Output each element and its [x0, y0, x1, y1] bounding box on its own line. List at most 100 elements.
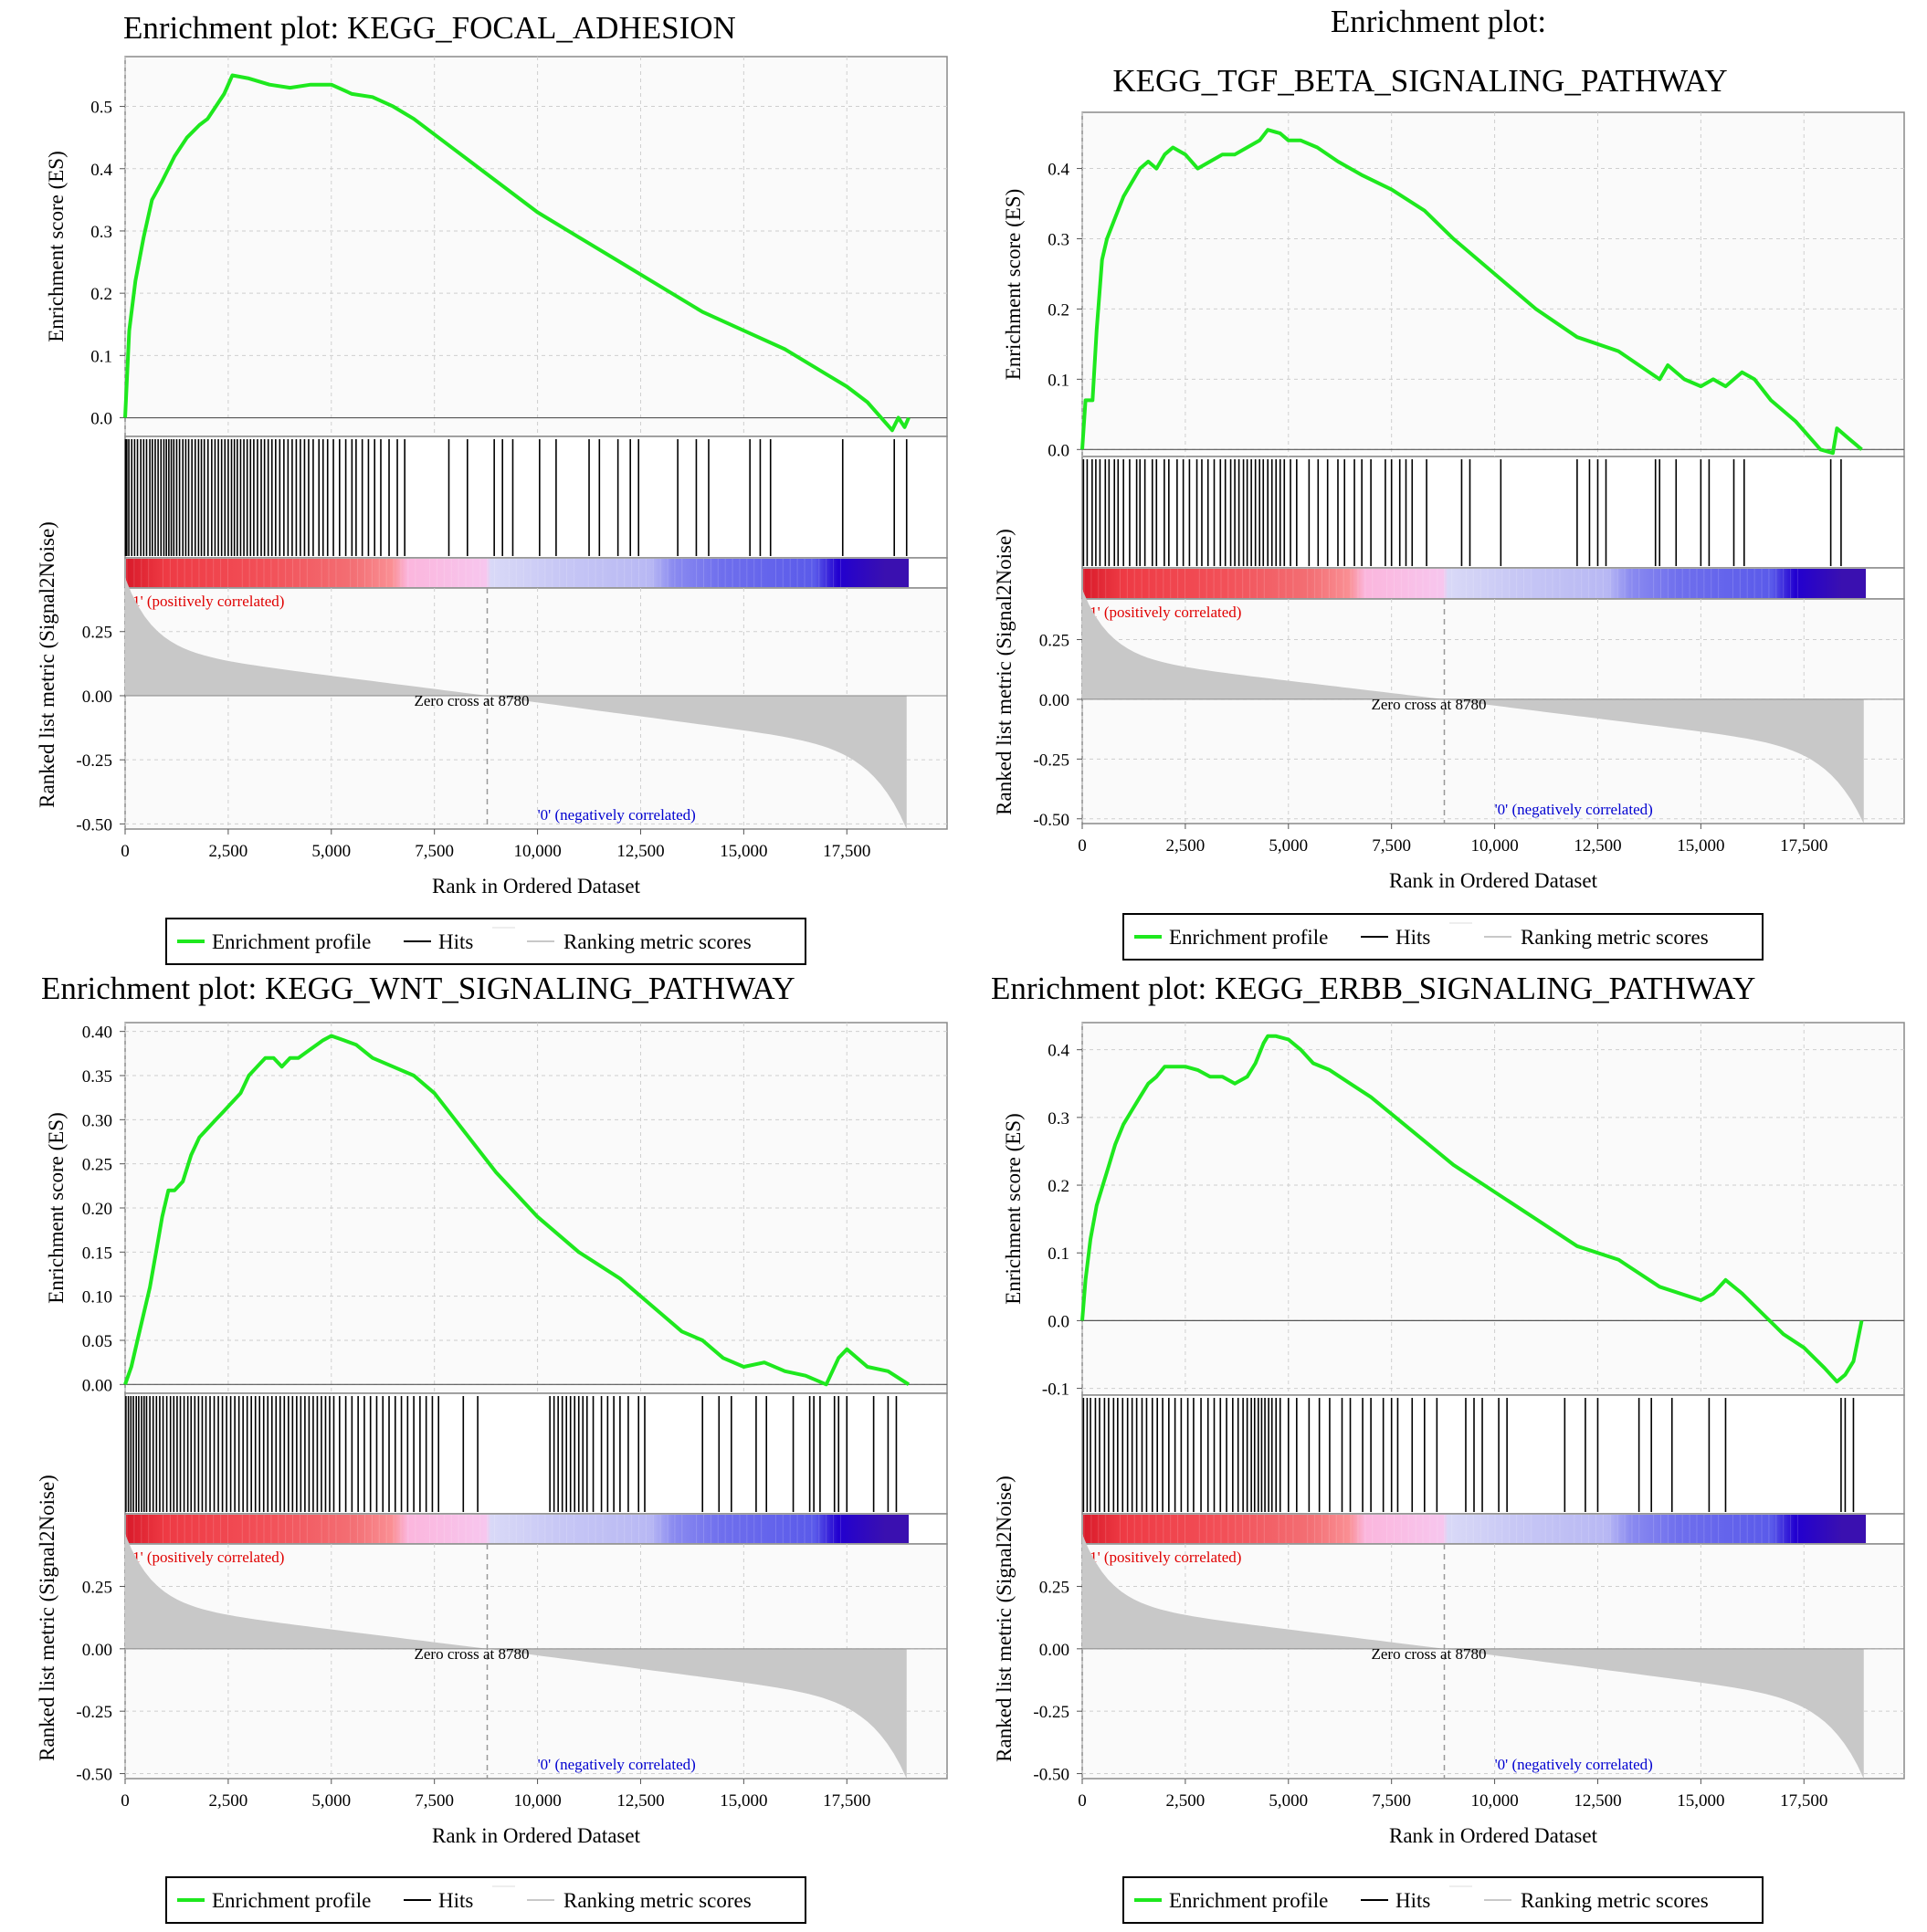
legend-hits: Hits [438, 1889, 473, 1912]
es-tick-label: 0.05 [82, 1332, 112, 1351]
zero-cross-label: Zero cross at 8780 [414, 1645, 529, 1663]
es-ylabel-group: Enrichment score (ES) [1002, 189, 1025, 380]
x-tick-label: 2,500 [1166, 836, 1206, 856]
es-tick-label: 0.3 [90, 223, 112, 242]
x-tick-label: 0 [1078, 1791, 1087, 1811]
panel-focal-adhesion: Enrichment plot: KEGG_FOCAL_ADHESION 0.0 0… [0, 0, 964, 966]
chart-title: Enrichment plot: KEGG_ERBB_SIGNALING_PAT… [991, 971, 1755, 1006]
es-axis-label: Enrichment score (ES) [1002, 1113, 1025, 1304]
x-tick-label: 7,500 [415, 1791, 454, 1811]
es-tick-label: 0.00 [82, 1376, 112, 1395]
es-tick-label: 0.40 [82, 1024, 112, 1043]
x-tick-label: 17,500 [1780, 1791, 1827, 1811]
legend-enrichment-profile: Enrichment profile [212, 1889, 371, 1912]
chart-focal-adhesion: Enrichment plot: KEGG_FOCAL_ADHESION0.00… [0, 0, 964, 966]
chart-wnt: Enrichment plot: KEGG_WNT_SIGNALING_PATH… [0, 966, 964, 1932]
metric-tick-label: 0.00 [82, 688, 112, 707]
positive-correlation-label: '1' (positively correlated) [130, 593, 284, 610]
metric-axis-label: Ranked list metric (Signal2Noise) [36, 1475, 58, 1761]
es-plot-frame [1081, 1022, 1905, 1396]
metric-tick-label: -0.25 [1033, 751, 1069, 770]
x-tick-label: 10,000 [1470, 836, 1518, 856]
x-tick-label: 0 [121, 842, 130, 861]
metric-tick-label: 0.25 [82, 1578, 112, 1597]
positive-correlation-label: '1' (positively correlated) [1087, 1549, 1241, 1566]
x-tick-label: 15,000 [720, 842, 767, 861]
x-tick-label: 2,500 [1166, 1791, 1206, 1811]
legend-ranking-metric: Ranking metric scores [563, 930, 752, 953]
enrichment-profile-line [123, 73, 911, 433]
es-tick-label: 0.4 [1048, 161, 1069, 180]
x-tick-label: 17,500 [823, 842, 870, 861]
x-tick-label: 5,000 [1269, 836, 1308, 856]
metric-tick-label: -0.50 [1033, 1766, 1069, 1785]
x-tick-label: 0 [1078, 836, 1087, 856]
chart-title: Enrichment plot: [1331, 4, 1546, 39]
negative-correlation-label: '0' (negatively correlated) [1495, 801, 1653, 818]
es-tick-label: 0.30 [82, 1111, 112, 1130]
rank-bar [126, 559, 909, 587]
metric-ylabel-group: Ranked list metric (Signal2Noise) [36, 1475, 58, 1761]
es-tick-label: 0.3 [1048, 1109, 1069, 1129]
es-ylabel-group: Enrichment score (ES) [45, 151, 68, 341]
x-tick-label: 5,000 [311, 1791, 351, 1811]
x-tick-label: 5,000 [311, 842, 351, 861]
rank-bar [126, 1515, 909, 1543]
legend-ranking-metric: Ranking metric scores [1521, 926, 1709, 949]
x-axis-label: Rank in Ordered Dataset [1389, 1824, 1598, 1847]
x-tick-label: 2,500 [209, 1791, 248, 1811]
legend-hits: Hits [1395, 926, 1430, 949]
positive-correlation-label: '1' (positively correlated) [1087, 604, 1241, 621]
x-tick-label: 12,500 [1574, 1791, 1621, 1811]
legend-box [1122, 1876, 1764, 1924]
metric-tick-label: -0.25 [76, 751, 112, 771]
es-axis-label: Enrichment score (ES) [45, 1112, 68, 1303]
metric-tick-label: 0.25 [82, 624, 112, 643]
legend-ranking-metric: Ranking metric scores [1521, 1889, 1709, 1912]
zero-cross-label: Zero cross at 8780 [414, 692, 529, 709]
x-tick-label: 7,500 [1372, 1791, 1411, 1811]
es-tick-label: 0.35 [82, 1067, 112, 1087]
negative-correlation-label: '0' (negatively correlated) [538, 1756, 696, 1773]
metric-ylabel-group: Ranked list metric (Signal2Noise) [36, 521, 58, 808]
metric-tick-label: 0.25 [1039, 631, 1069, 650]
es-tick-label: 0.0 [90, 410, 112, 429]
x-tick-label: 7,500 [415, 842, 454, 861]
x-tick-label: 0 [121, 1791, 130, 1811]
ranking-metric-area [125, 1534, 907, 1779]
zero-cross-label: Zero cross at 8780 [1371, 696, 1486, 713]
es-tick-label: 0.3 [1048, 230, 1069, 249]
es-tick-label: 0.4 [1048, 1042, 1069, 1061]
hits-plot-frame [1081, 456, 1905, 569]
x-tick-label: 12,500 [616, 842, 664, 861]
metric-axis-label: Ranked list metric (Signal2Noise) [993, 529, 1016, 815]
es-tick-label: 0.2 [90, 285, 112, 304]
x-tick-label: 2,500 [209, 842, 248, 861]
legend-box [1122, 913, 1764, 961]
metric-ylabel-group: Ranked list metric (Signal2Noise) [993, 1475, 1016, 1762]
enrichment-profile-line [1080, 1034, 1864, 1384]
chart-title: Enrichment plot: KEGG_FOCAL_ADHESION [123, 10, 736, 46]
x-tick-label: 5,000 [1269, 1791, 1308, 1811]
metric-tick-label: -0.50 [76, 815, 112, 835]
es-tick-label: 0.20 [82, 1200, 112, 1219]
panel-erbb: Enrichment plot: KEGG_ERBB_SIGNALING_PAT… [964, 966, 1927, 1932]
metric-tick-label: 0.25 [1039, 1578, 1069, 1597]
es-tick-label: 0.5 [90, 99, 112, 118]
panel-tgf-beta: Enrichment plot: KEGG_TGF_BETA_SIGNALING_… [964, 0, 1927, 966]
es-tick-label: 0.0 [1048, 441, 1069, 460]
x-tick-label: 10,000 [1470, 1791, 1518, 1811]
ranking-metric-area [125, 577, 907, 829]
es-axis-label: Enrichment score (ES) [1002, 189, 1025, 380]
x-axis-label: Rank in Ordered Dataset [1389, 869, 1598, 892]
es-tick-label: -0.1 [1042, 1381, 1069, 1400]
metric-tick-label: 0.00 [1039, 691, 1069, 710]
es-tick-label: 0.15 [82, 1244, 112, 1263]
es-tick-label: 0.1 [1048, 371, 1069, 390]
metric-ylabel-group: Ranked list metric (Signal2Noise) [993, 529, 1016, 815]
ranking-metric-area [1082, 589, 1864, 824]
es-tick-label: 0.2 [1048, 1177, 1069, 1196]
legend-enrichment-profile: Enrichment profile [1169, 1889, 1328, 1912]
chart-tgf-beta: Enrichment plot: KEGG_TGF_BETA_SIGNALING_… [964, 0, 1927, 966]
legend-enrichment-profile: Enrichment profile [1169, 926, 1328, 949]
